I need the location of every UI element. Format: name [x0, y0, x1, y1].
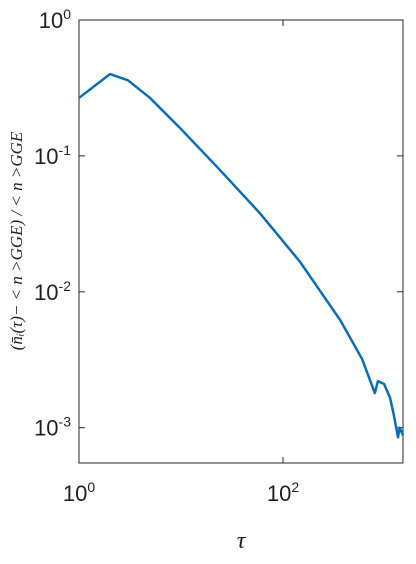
y-tick-label: 10-3 [34, 414, 71, 441]
y-tick-label: 10-1 [34, 142, 71, 169]
x-axis-label: τ [237, 528, 247, 554]
x-tick-label: 102 [267, 479, 299, 506]
y-tick-label: 100 [39, 6, 71, 33]
data-line [78, 72, 405, 439]
y-axis-label: (n̄ᵢ(τ)− < n >GGE) / < n >GGE [7, 131, 26, 350]
plot-frame [78, 19, 404, 464]
y-tick-label: 10-2 [34, 278, 71, 305]
x-tick-label: 100 [63, 479, 95, 506]
